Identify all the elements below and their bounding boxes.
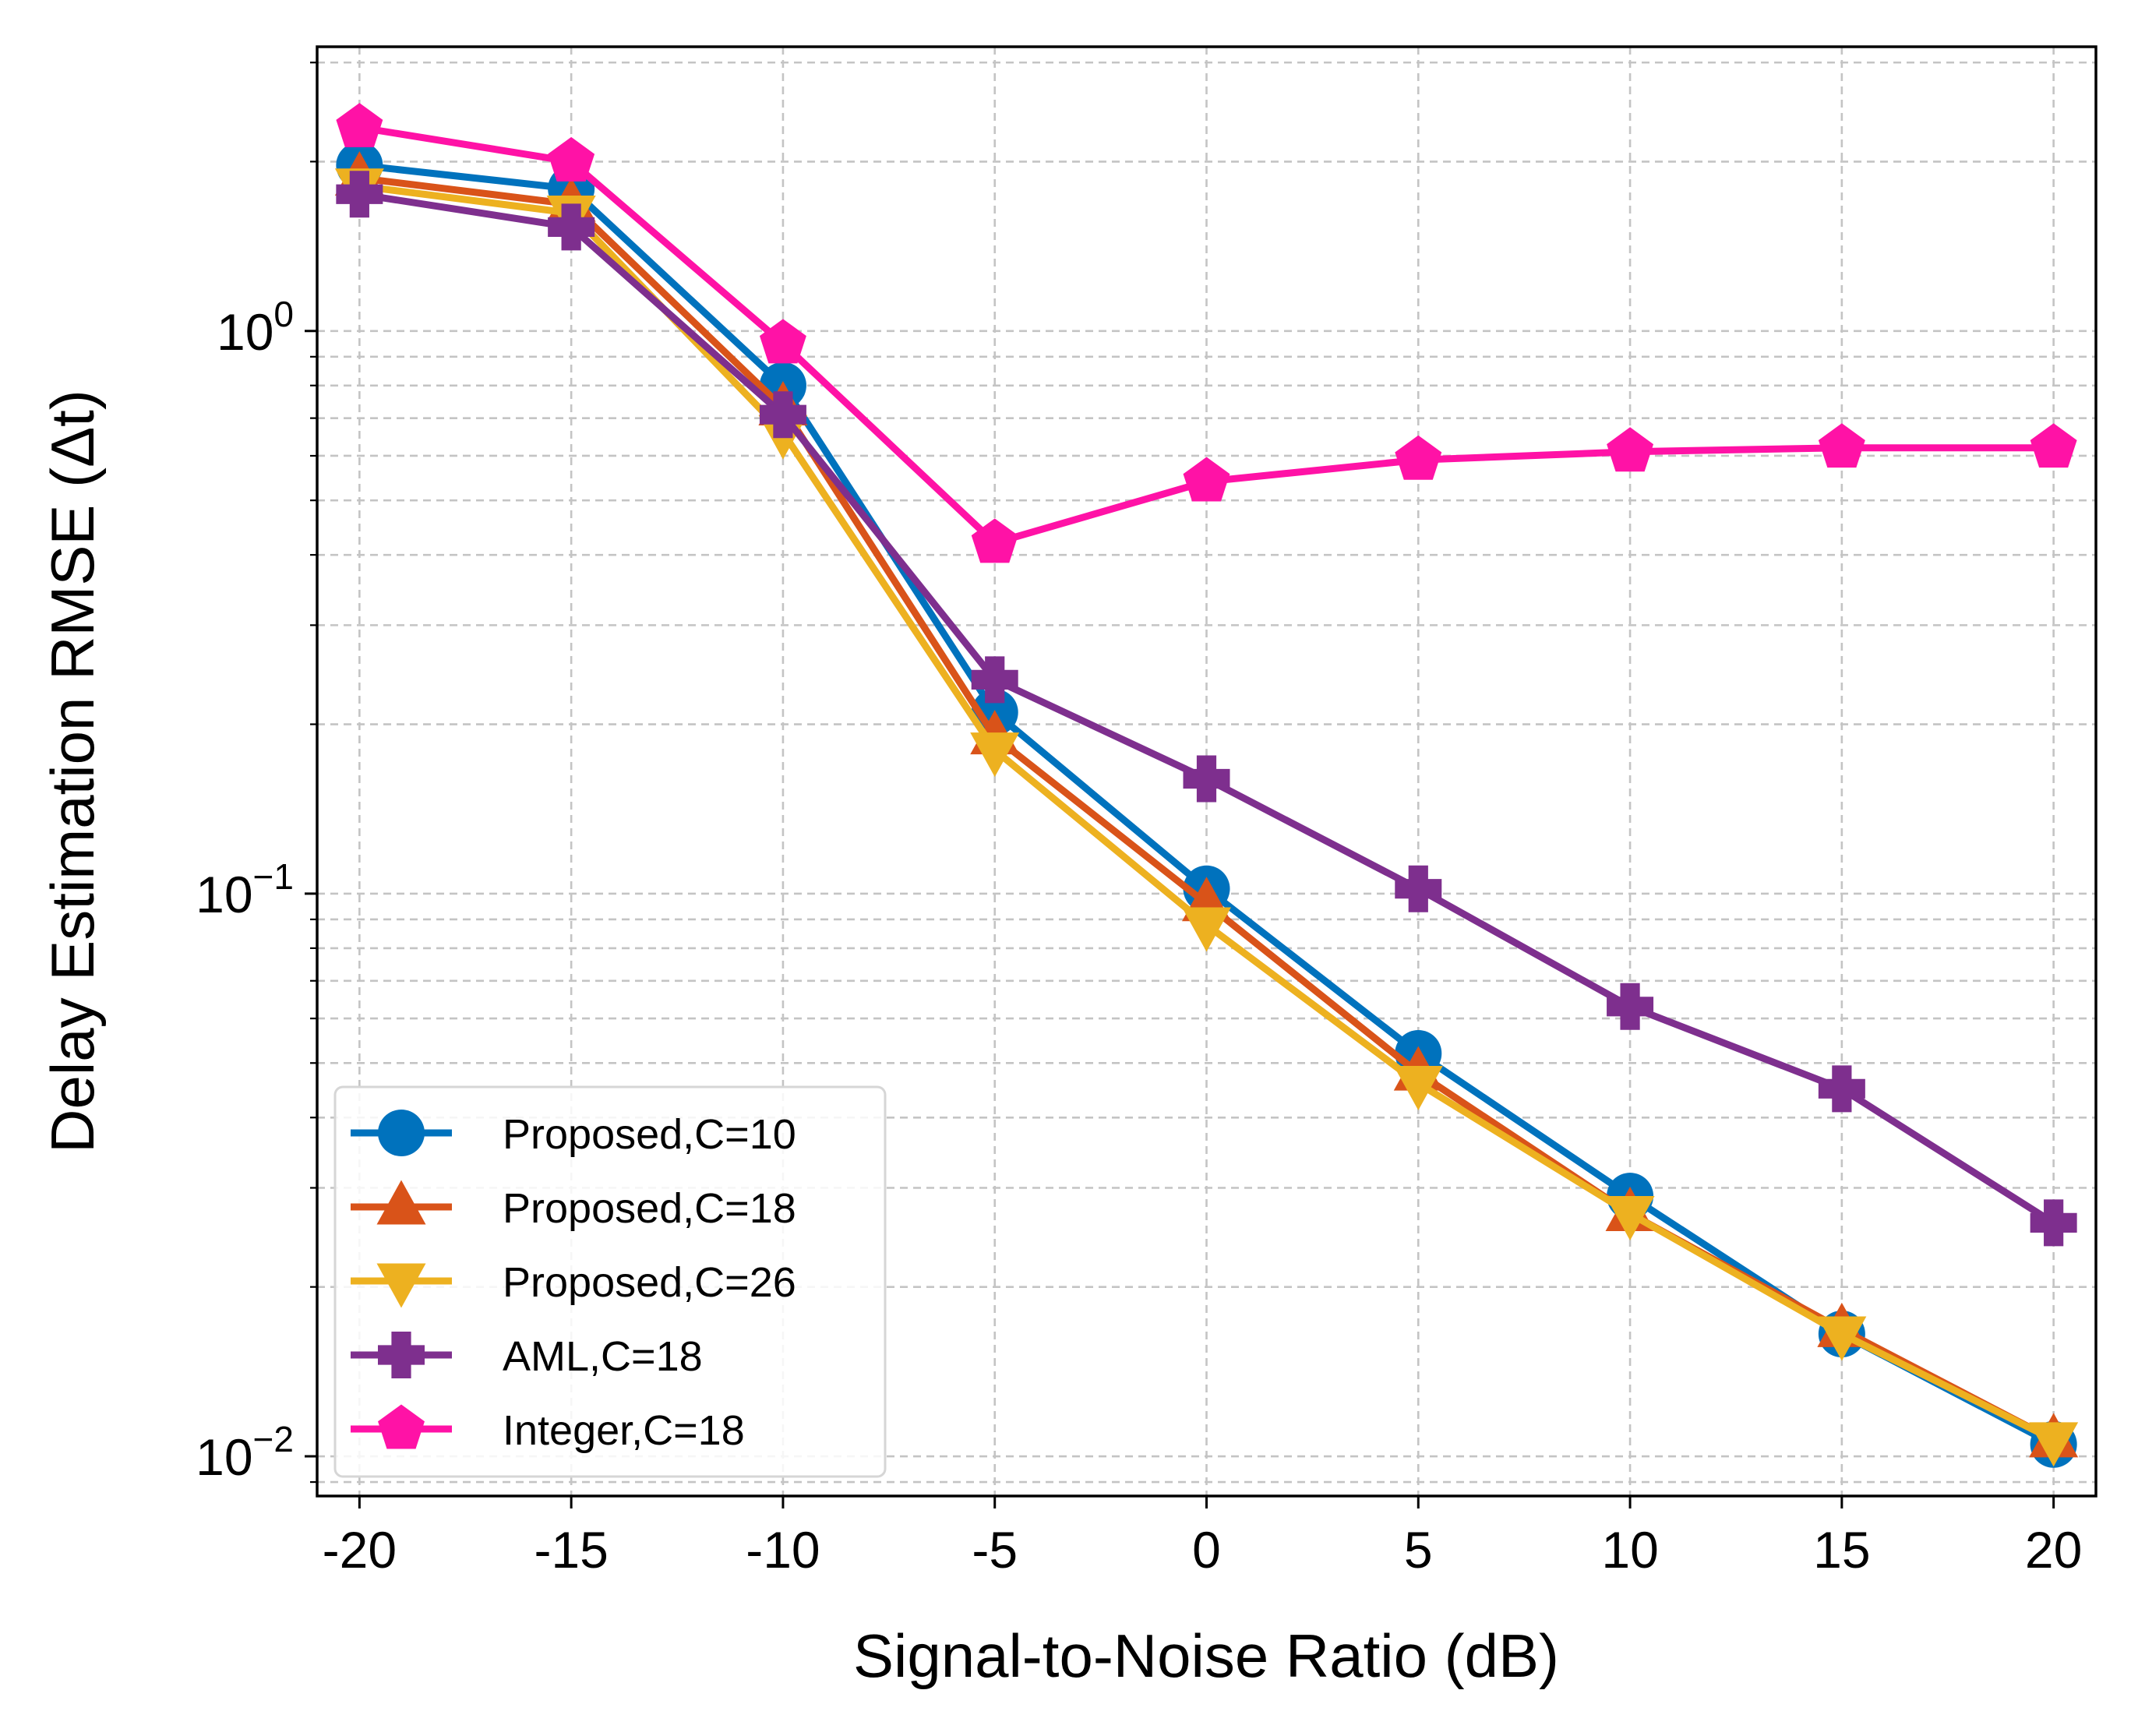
x-axis-label: Signal-to-Noise Ratio (dB) [853, 1621, 1559, 1690]
y-axis-label: Delay Estimation RMSE (Δt) [38, 390, 107, 1153]
legend-item: Proposed,C=10 [351, 1110, 796, 1158]
data-point [378, 1332, 425, 1378]
data-point [1605, 1196, 1655, 1241]
data-point [1183, 457, 1230, 502]
x-tick-label: 20 [2025, 1521, 2082, 1579]
legend-label: Proposed,C=18 [503, 1185, 796, 1232]
data-point [376, 1263, 426, 1308]
data-point [1182, 907, 1231, 952]
x-tick-label: -15 [534, 1521, 608, 1579]
data-point [1818, 423, 1865, 468]
data-point [759, 391, 806, 439]
x-tick-label: 5 [1404, 1521, 1433, 1579]
data-point [2030, 1199, 2077, 1247]
y-tick-label: 10−2 [196, 1419, 294, 1486]
data-point [1817, 1316, 1867, 1361]
legend-label: Integer,C=18 [503, 1407, 745, 1454]
data-point [1395, 435, 1442, 480]
legend-label: Proposed,C=10 [503, 1111, 796, 1158]
data-point [1818, 1065, 1865, 1113]
data-point [970, 732, 1020, 778]
x-tick-label: 0 [1192, 1521, 1221, 1579]
x-tick-label: -5 [972, 1521, 1018, 1579]
legend-item: AML,C=18 [351, 1332, 703, 1380]
legend-item: Proposed,C=18 [351, 1180, 796, 1232]
legend-box [333, 1085, 887, 1478]
data-point [971, 518, 1018, 563]
data-point [1183, 755, 1230, 803]
data-point [548, 203, 595, 251]
data-point [548, 136, 595, 182]
data-point [378, 1110, 425, 1156]
y-tick-label: 10−1 [196, 856, 294, 923]
x-tick-label: 10 [1601, 1521, 1658, 1579]
data-point [376, 1180, 426, 1225]
legend-item: Integer,C=18 [351, 1404, 745, 1454]
data-point [759, 319, 806, 364]
legend-item: Proposed,C=26 [351, 1259, 796, 1308]
legend-label: AML,C=18 [503, 1333, 703, 1380]
legend-label: Proposed,C=26 [503, 1259, 796, 1306]
data-point [336, 103, 383, 148]
legend: Proposed,C=10 Proposed,C=18 Proposed,C=26 A… [333, 1085, 887, 1478]
x-tick-label: 15 [1813, 1521, 1870, 1579]
data-point [378, 1404, 425, 1449]
data-point [971, 656, 1018, 704]
data-point [2030, 423, 2077, 468]
data-point [2029, 1422, 2079, 1467]
data-point [1395, 865, 1442, 912]
y-tick-label: 100 [217, 294, 294, 361]
axes: -20 -15 -10 -5 0 5 10 15 20 100 10−1 10−2 [196, 62, 2082, 1579]
series-aml-c-18 [336, 171, 2077, 1247]
series-integer-c-18 [336, 103, 2077, 563]
data-point [1607, 983, 1654, 1030]
data-point [1607, 427, 1654, 472]
data-point [336, 171, 383, 218]
series-layer [334, 103, 2079, 1468]
data-point [1393, 1065, 1443, 1110]
x-tick-label: -20 [323, 1521, 397, 1579]
x-tick-label: -10 [746, 1521, 820, 1579]
